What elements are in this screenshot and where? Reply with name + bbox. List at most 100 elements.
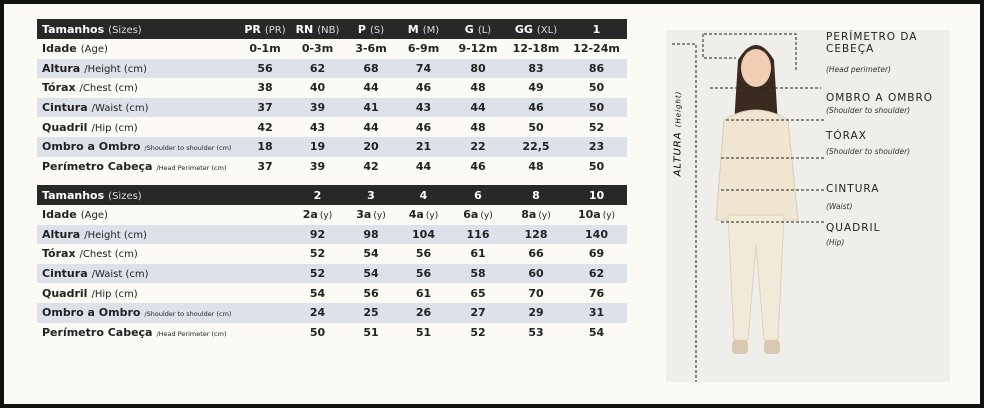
size-table: Tamanhos (Sizes) 2 3 4 6 8 10 Idade (Age) 2a (y) 3a(… [37,185,627,342]
cell: 76 [588,286,605,300]
sublabel: (Age) [80,210,108,222]
sublabel: (PR) [264,24,286,36]
cell: 98 [345,224,397,245]
label: P [357,22,366,36]
empty-cell [240,224,290,245]
height-label: ALTURA (Height) [673,74,684,194]
sublabel: (L) [477,24,492,36]
cell: 25 [345,302,397,323]
label: M [407,22,419,36]
cell: 37 [257,159,273,173]
cell: 50 [528,120,544,134]
label: 10 [588,188,605,202]
row: Perímetro Cabeça/Head Perimeter (cm) 50 51… [37,323,627,343]
sublabel: /Chest (cm) [79,83,138,95]
measure-sublabel: (Shoulder to shoulder) [826,147,911,156]
cell: 69 [588,247,605,261]
cell: 62 [290,58,345,79]
empty-cell [240,185,290,205]
cell: 42 [363,159,379,173]
sublabel: /Height (cm) [84,63,147,75]
cell: 50 [566,97,627,118]
measure-sublabel: (Shoulder to shoulder) [826,106,911,115]
cell: 66 [528,247,544,261]
label: Tamanhos [42,22,105,36]
cell: 86 [566,58,627,79]
value: 12-24m [573,42,620,56]
label: PR [244,22,261,36]
row-label: Tamanhos (Sizes) [37,185,240,205]
model-illustration [666,30,950,382]
measure-label: TÓRAX [826,130,867,142]
column-header: 2 [290,185,345,205]
cell: 44 [450,97,506,118]
unit: (y) [425,211,439,222]
cell: 65 [470,286,486,300]
measure-label: PERÍMETRO DA CEBEÇA [826,31,918,55]
row: Quadril/Hip (cm) 42 43 44 46 48 50 52 [37,117,627,137]
cell: 0-3m [290,39,345,59]
empty-cell [240,302,290,323]
column-header: 4 [397,185,450,205]
value: 3a [356,208,372,222]
row-label: Tórax/Chest (cm) [37,78,240,98]
label: Tórax [42,247,76,261]
unit: (y) [319,211,333,222]
cell: 46 [506,97,566,118]
row: Tórax/Chest (cm) 38 40 44 46 48 49 50 [37,78,627,98]
cell: 19 [290,136,345,157]
cell: 37 [240,97,290,118]
cell: 48 [470,120,486,134]
cell: 80 [450,58,506,79]
cell: 4a (y) [397,205,450,225]
cell: 61 [415,286,432,300]
cell: 12-24m [566,39,627,59]
value: 8a [521,208,537,222]
value: 12-18m [512,42,560,56]
cell: 46 [415,81,432,95]
sublabel: /Waist (cm) [91,269,149,281]
value: 3-6m [355,42,387,56]
label: Perímetro Cabeça [42,325,153,339]
row: Tamanhos (Sizes) 2 3 4 6 8 10 [37,185,627,205]
sublabel: /Waist (cm) [91,103,149,115]
label: GG [514,22,533,36]
measure-sublabel: (Head perimeter) [826,65,891,74]
cell: 31 [566,302,627,323]
value: 9-12m [458,42,498,56]
cell: 40 [309,81,326,95]
cell: 62 [566,263,627,284]
cell: 52 [588,120,605,134]
cell: 104 [397,224,450,245]
cell: 51 [415,325,432,339]
sublabel: (M) [422,24,440,36]
value: 6a [463,208,479,222]
cell: 43 [309,120,326,134]
row: Tamanhos (Sizes) PR (PR) RN (NB) P (S) M (M) G (L) G… [37,19,627,39]
row: Cintura/Waist (cm) 37 39 41 43 44 46 50 [37,97,627,118]
row: Ombro a Ombro/Shoulder to shoulder (cm) 1… [37,136,627,157]
cell: 23 [566,136,627,157]
sublabel: (XL) [536,24,558,36]
cell: 22,5 [506,136,566,157]
column-header: 3 [345,185,397,205]
label: Altura [42,227,81,241]
sublabel: /Head Perimeter (cm) [156,329,227,338]
sublabel: /Chest (cm) [79,249,138,261]
cell: 70 [528,286,544,300]
cell: 42 [257,120,273,134]
label: ALTURA [672,131,684,177]
size-table: Tamanhos (Sizes) PR (PR) RN (NB) P (S) M (M) G (L) G… [37,19,627,176]
sublabel: (Sizes) [108,24,142,36]
measure-label: CINTURA [826,183,880,195]
cell: 128 [506,224,566,245]
cell: 9-12m [450,39,506,59]
row: Tórax/Chest (cm) 52 54 56 61 66 69 [37,244,627,264]
row-label: Perímetro Cabeça/Head Perimeter (cm) [37,323,240,343]
cell: 58 [450,263,506,284]
cell: 54 [363,247,379,261]
cell: 50 [309,325,326,339]
cell: 92 [290,224,345,245]
label: Perímetro Cabeça [42,159,153,173]
